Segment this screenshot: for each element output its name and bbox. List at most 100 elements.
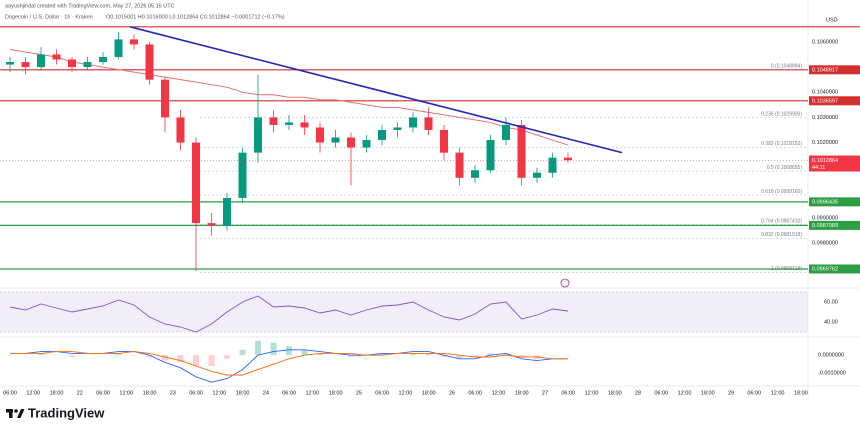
logo-part [14,409,18,413]
x-tick-label: 12:00 [119,390,133,396]
macd-histogram-bar [69,355,75,357]
y-tick-label: 0.1040000 [812,90,838,96]
level-label: 0.1036597 [812,98,838,104]
candle-body [99,57,107,63]
macd-histogram-bar [410,353,416,356]
ohlc: O0.1015001 H0.1016000 L0.1012864 C0.1012… [106,14,285,20]
candle-body [424,117,433,130]
x-tick-label: 18:00 [422,390,436,396]
rsi-tick-label: 40.00 [824,319,838,325]
x-tick-label: 06:00 [468,390,482,396]
rsi-band [0,292,808,332]
candle-body [409,117,417,128]
x-tick-label: 12:00 [26,390,40,396]
brand-logo [6,409,25,418]
candle-body [517,124,526,178]
macd-histogram-bar [162,355,168,361]
macd-histogram-bar [379,353,385,356]
macd-histogram-bar [115,353,122,356]
rsi-tick-label: 60.00 [824,299,838,305]
level-label-box [809,65,860,75]
x-tick-label: 26 [449,390,455,396]
x-tick-label: 06:00 [654,390,668,396]
x-tick-label: 06:00 [96,390,110,396]
trend-line [129,26,623,154]
macd-histogram-bar [503,353,509,356]
candle-body [548,157,557,173]
macd-histogram-bar [472,355,478,357]
candle-body [176,117,185,143]
level-label: 0.1048917 [812,67,838,73]
x-tick-label: 12:00 [678,390,692,396]
logo-part [17,409,25,418]
candle-body [254,117,262,153]
x-tick-label: 18:00 [50,390,64,396]
macd-histogram-bar [301,349,308,356]
fib-label: 0.764 (0.0987410) [761,218,802,224]
x-tick-label: 28 [635,390,641,396]
x-tick-label: 22 [77,390,83,396]
macd-histogram-bar [518,355,525,357]
macd-histogram-bar [208,355,215,366]
macd-histogram-bar [286,346,292,356]
event-icon [560,278,570,288]
symbol: Dogecoin / U.S. Dollar · 1h · Kraken [5,14,93,20]
x-tick-label: 06:00 [189,390,203,396]
y-tick-label: 0.1060000 [812,39,838,45]
x-tick-label: 12:00 [305,390,319,396]
moving-average [9,48,569,146]
logo-part [9,409,13,418]
x-tick-label: 06:00 [3,390,17,396]
macd-histogram-bar [317,353,323,356]
candle-body [502,124,510,141]
level-label-box [809,220,860,230]
candle-body [471,170,479,178]
level-label: 0.0996435 [812,199,838,205]
y-tick-label: 0.1030000 [812,115,838,121]
candle-body [192,142,200,224]
fib-label: 0.618 (0.0999160) [761,189,802,195]
x-tick-label: 24 [263,390,269,396]
x-tick-label: 18:00 [143,390,157,396]
level-label-box [809,96,860,106]
candle-body [564,157,572,161]
currency: USD [826,17,838,23]
fib-label: 0 (0.1048894) [771,64,802,70]
level-label: 0.0969762 [812,266,838,272]
x-tick-label: 18:00 [515,390,529,396]
candle-body [300,122,309,128]
candle-body [52,54,61,60]
macd-histogram-bar [270,342,277,356]
candle-body [486,140,495,171]
macd-histogram-bar [456,355,463,359]
y-tick-label: 0.0990000 [812,216,838,222]
macd-histogram-bar [425,353,432,356]
macd-tick-label: 0.0000000 [818,353,844,359]
x-tick-label: 18:00 [608,390,622,396]
fib-label: 0.382 (0.1018152) [761,141,802,147]
macd-histogram-bar [255,340,261,356]
macd-histogram-bar [224,355,230,359]
candle-body [207,223,216,226]
x-tick-label: 12:00 [399,390,413,396]
x-tick-label: 23 [170,390,176,396]
fib-label: 0.5 (0.1008655) [767,165,803,171]
rsi-line [9,295,569,333]
candle-body [347,137,355,148]
x-tick-label: 18:00 [236,390,250,396]
last-price-box [809,155,860,172]
macd-histogram-bar [487,353,494,356]
level-label-box [809,197,860,207]
macd-histogram-bar [146,355,153,357]
x-tick-label: 18:00 [701,390,715,396]
brand: TradingView [28,405,105,420]
x-tick-label: 18:00 [794,390,808,396]
x-tick-label: 12:00 [771,390,785,396]
candle-body [114,39,123,58]
x-tick-label: 12:00 [585,390,599,396]
candle-body [145,44,154,80]
candle-body [130,39,138,45]
x-tick-label: 06:00 [282,390,296,396]
